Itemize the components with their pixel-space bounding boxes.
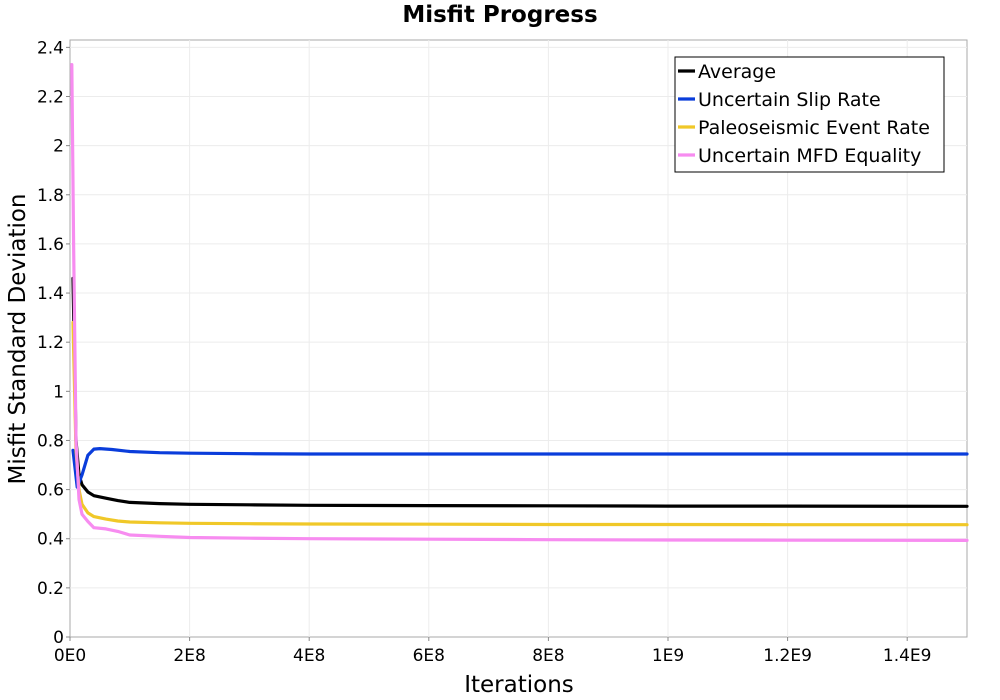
y-tick-label: 0.6 — [37, 481, 64, 501]
y-tick-label: 2 — [53, 137, 64, 157]
x-tick-label: 1.2E9 — [763, 646, 812, 666]
y-tick-label: 0.2 — [37, 579, 64, 599]
chart-title: Misfit Progress — [402, 2, 597, 28]
y-tick-label: 2.4 — [37, 38, 64, 58]
y-tick-label: 0 — [53, 628, 64, 648]
y-tick-label: 1 — [53, 382, 64, 402]
y-tick-label: 1.8 — [37, 186, 64, 206]
x-axis-ticks: 0E0 2E8 4E8 6E8 8E8 1E9 1.2E9 1.4E9 — [54, 637, 932, 666]
legend-label-3: Paleoseismic Event Rate — [698, 117, 930, 139]
series-line-3 — [71, 320, 969, 527]
legend: Average Uncertain Slip Rate Paleoseismic E… — [674, 56, 945, 173]
series-line-2 — [71, 447, 969, 489]
series-line-4 — [70, 62, 969, 543]
legend-label-1: Average — [698, 61, 776, 83]
x-tick-label: 1.4E9 — [883, 646, 932, 666]
y-tick-label: 0.8 — [37, 431, 64, 451]
x-axis-label: Iterations — [464, 672, 574, 698]
x-tick-label: 1E9 — [652, 646, 684, 666]
legend-box — [674, 56, 945, 173]
x-tick-label: 6E8 — [413, 646, 445, 666]
legend-label-4: Uncertain MFD Equality — [698, 145, 921, 167]
y-axis-label: Misfit Standard Deviation — [5, 194, 31, 485]
y-tick-label: 2.2 — [37, 88, 64, 108]
x-tick-label: 4E8 — [293, 646, 325, 666]
y-tick-label: 1.2 — [37, 333, 64, 353]
legend-label-2: Uncertain Slip Rate — [698, 89, 881, 111]
x-tick-label: 0E0 — [54, 646, 86, 666]
series-lines — [70, 62, 969, 543]
y-tick-label: 0.4 — [37, 530, 64, 550]
y-tick-label: 1.6 — [37, 235, 64, 255]
series-line-1 — [71, 276, 969, 508]
x-tick-label: 8E8 — [532, 646, 564, 666]
x-tick-label: 2E8 — [173, 646, 205, 666]
y-tick-label: 1.4 — [37, 284, 64, 304]
y-axis-ticks: 0 0.2 0.4 0.6 0.8 1 1.2 1.4 1.6 1.8 2 2.2 2.4 — [37, 38, 70, 648]
